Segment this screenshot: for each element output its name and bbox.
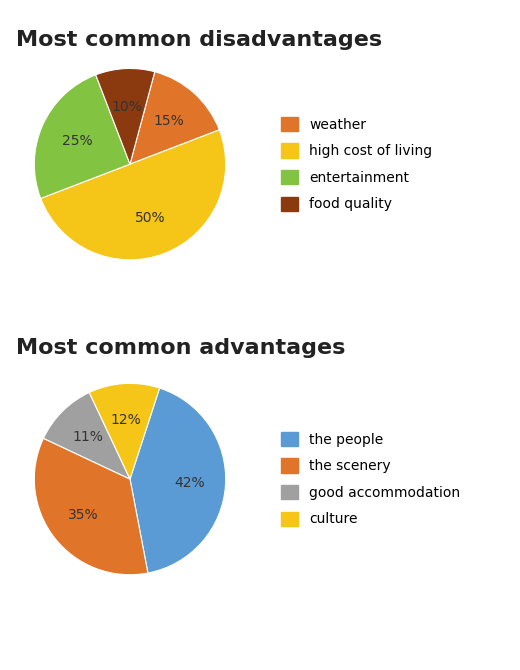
Wedge shape: [44, 393, 130, 479]
Text: 12%: 12%: [111, 413, 141, 427]
Text: Most common disadvantages: Most common disadvantages: [16, 30, 382, 50]
Wedge shape: [89, 383, 160, 479]
Wedge shape: [34, 438, 148, 575]
Text: 10%: 10%: [112, 100, 142, 114]
Wedge shape: [130, 388, 226, 573]
Wedge shape: [130, 72, 219, 164]
Text: 42%: 42%: [174, 476, 204, 490]
Text: 35%: 35%: [68, 509, 98, 523]
Wedge shape: [34, 75, 130, 198]
Text: 15%: 15%: [153, 115, 184, 129]
Wedge shape: [96, 68, 155, 164]
Text: 50%: 50%: [135, 211, 166, 224]
Text: 11%: 11%: [73, 430, 103, 444]
Text: Most common advantages: Most common advantages: [16, 338, 345, 358]
Legend: the people, the scenery, good accommodation, culture: the people, the scenery, good accommodat…: [276, 426, 466, 532]
Wedge shape: [41, 130, 226, 260]
Legend: weather, high cost of living, entertainment, food quality: weather, high cost of living, entertainm…: [276, 111, 438, 217]
Text: 25%: 25%: [62, 134, 93, 148]
